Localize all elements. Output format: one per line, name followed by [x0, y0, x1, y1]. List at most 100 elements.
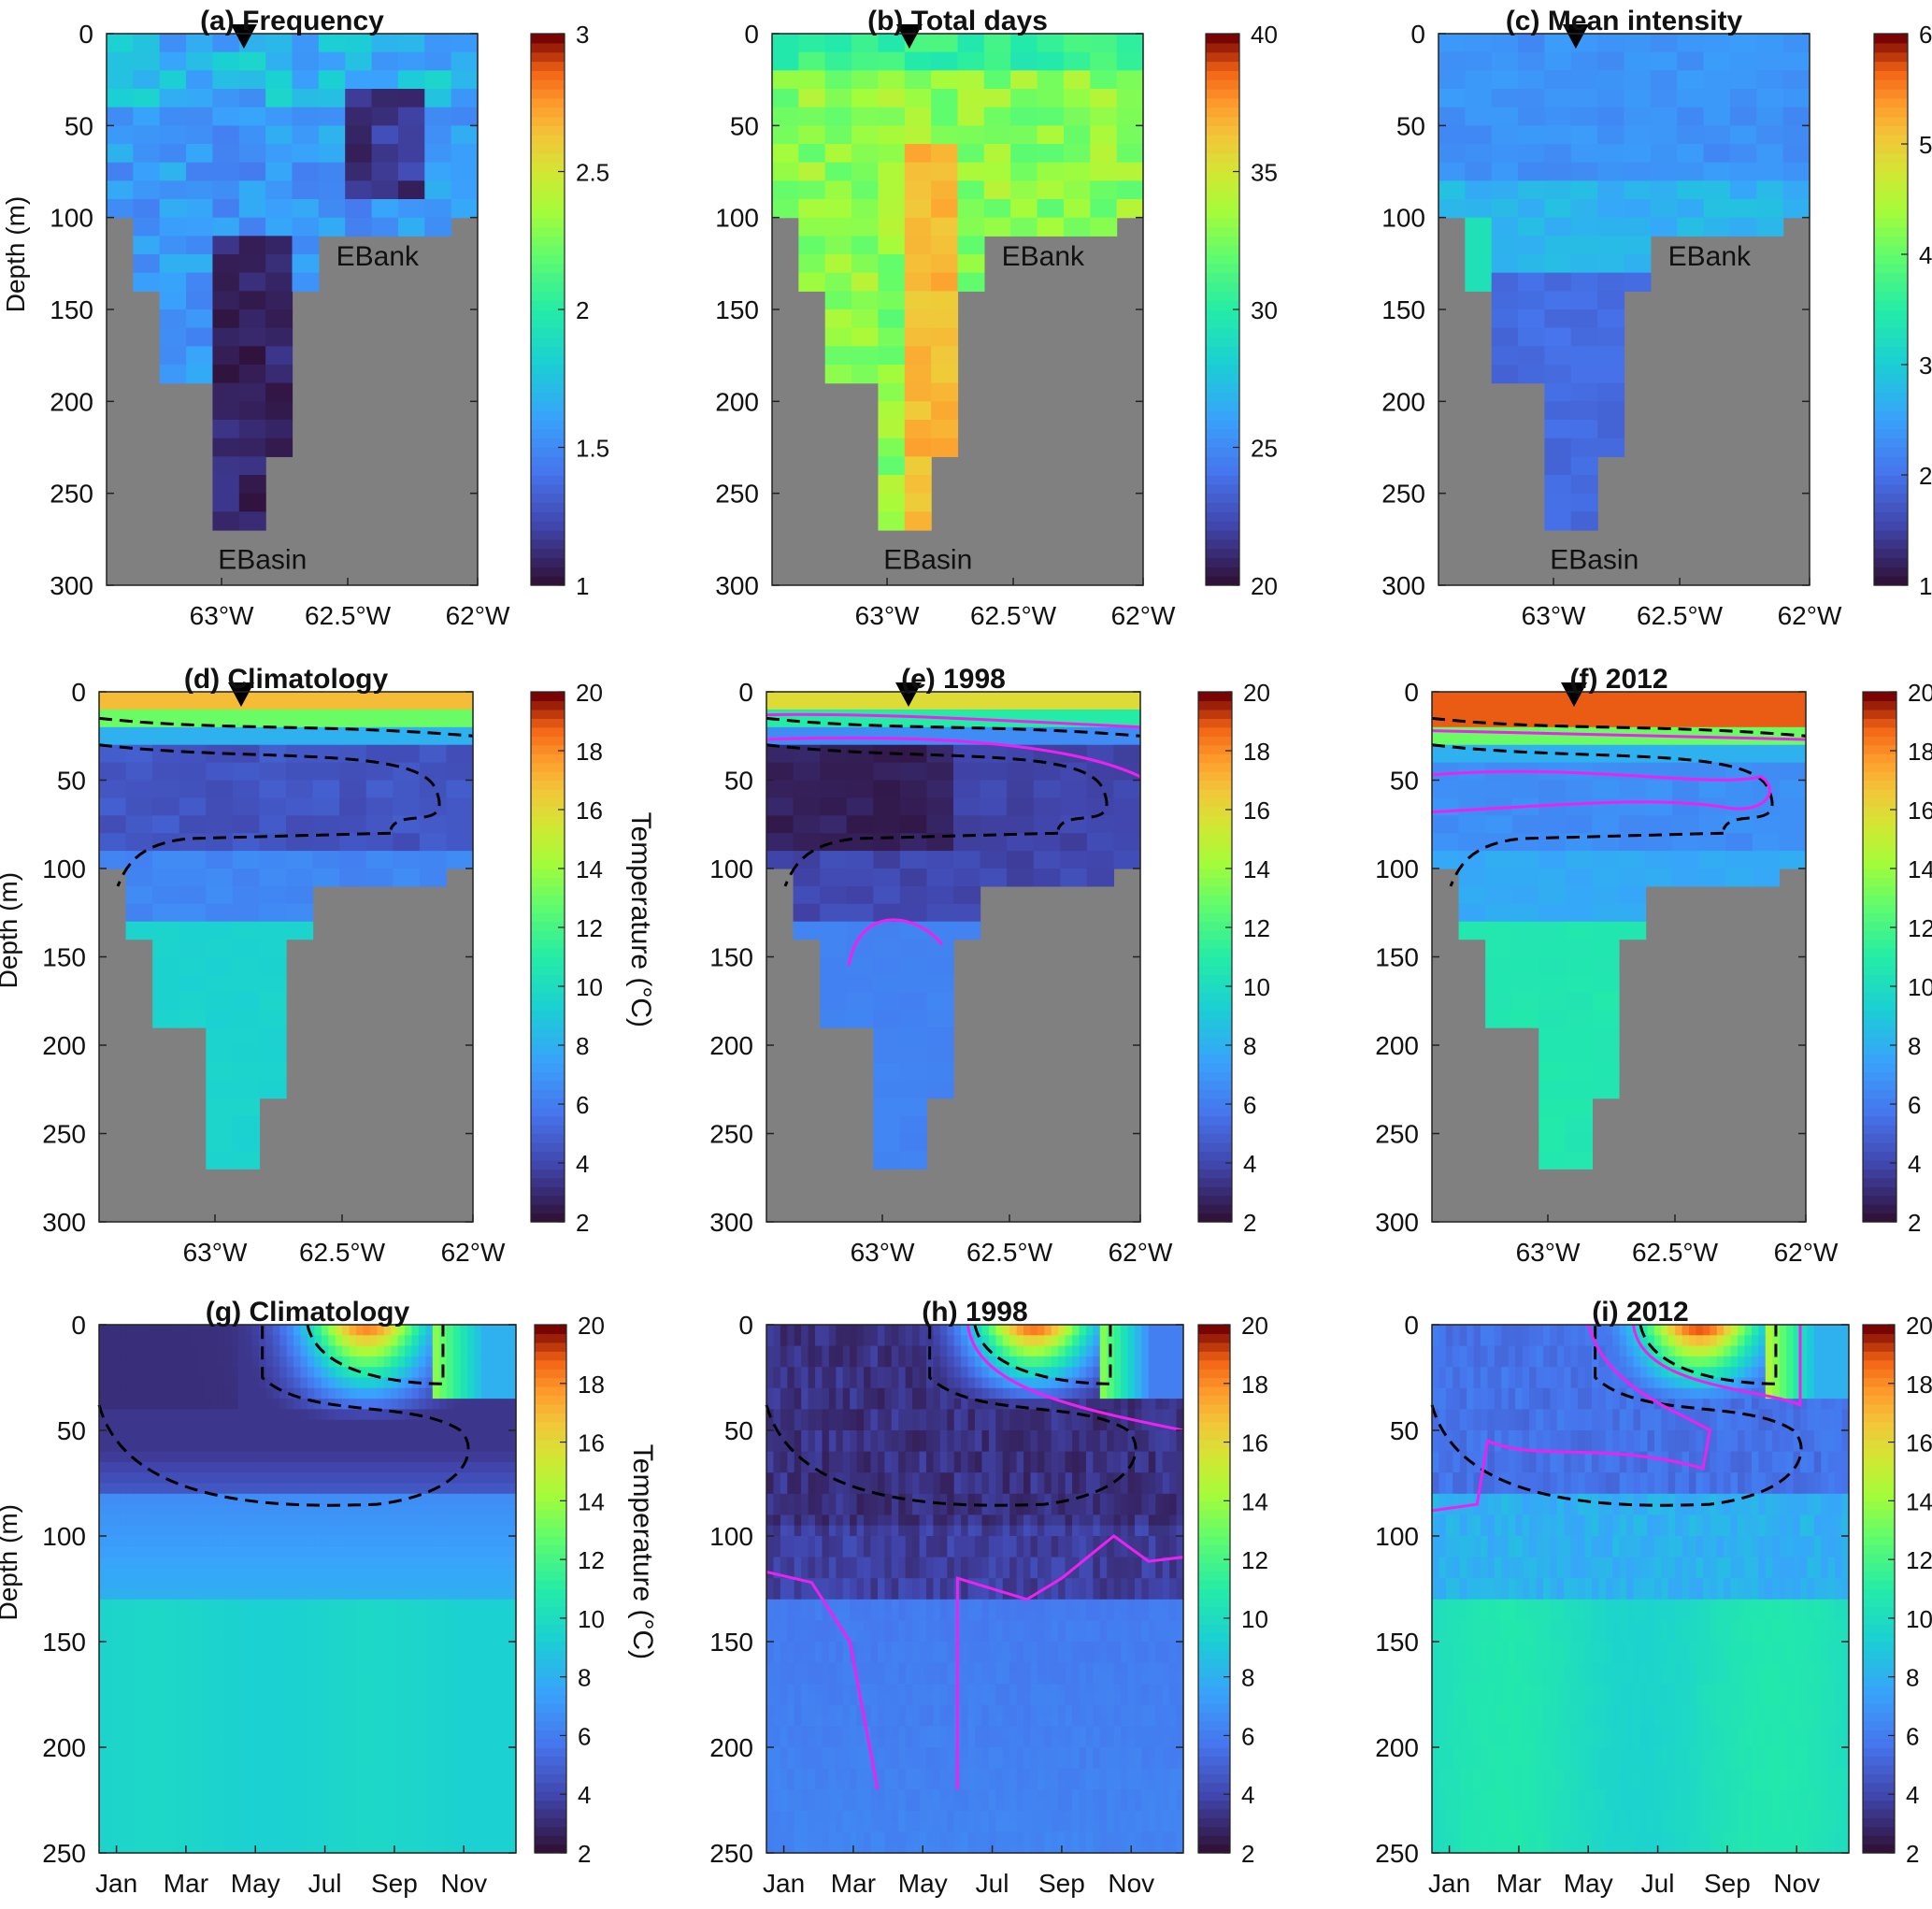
heatmap-cell — [425, 1684, 434, 1696]
heatmap-cell — [140, 1419, 149, 1431]
heatmap-cell — [397, 162, 425, 181]
heatmap-cell — [134, 1335, 142, 1347]
heatmap-cell — [824, 107, 852, 126]
colorbar-segment — [531, 456, 565, 466]
heatmap-cell — [474, 1768, 482, 1780]
heatmap-cell — [1086, 815, 1115, 834]
heatmap-cell — [209, 1610, 218, 1621]
heatmap-cell — [217, 1726, 225, 1738]
heatmap-cell — [168, 1335, 177, 1347]
heatmap-cell — [258, 1620, 266, 1632]
heatmap-cell — [286, 1800, 294, 1812]
colorbar-segment — [1206, 438, 1239, 449]
heatmap-cell — [99, 1778, 107, 1790]
heatmap-cell — [508, 1642, 517, 1653]
heatmap-cell — [168, 1409, 177, 1421]
heatmap-cell — [1086, 851, 1115, 869]
heatmap-cell — [106, 1387, 114, 1399]
heatmap-cell — [502, 1588, 510, 1600]
colorbar-segment — [1863, 718, 1896, 728]
heatmap-cell — [405, 1461, 413, 1473]
heatmap-cell — [356, 1672, 365, 1685]
heatmap-cell — [453, 1387, 462, 1399]
colorbar-segment — [1198, 1107, 1232, 1117]
colorbar-tick-label: 20 — [1251, 572, 1278, 600]
heatmap-cell — [272, 1472, 280, 1485]
heatmap-cell — [140, 1694, 149, 1706]
heatmap-cell — [300, 1588, 308, 1600]
heatmap-cell — [508, 1335, 517, 1347]
heatmap-cell — [1624, 217, 1652, 237]
heatmap-cell — [383, 1345, 392, 1357]
heatmap-cell — [308, 1620, 316, 1632]
y-tick-label: 100 — [42, 1522, 86, 1551]
heatmap-cell — [265, 217, 293, 237]
heatmap-cell — [154, 1747, 163, 1758]
heatmap-cell — [904, 475, 932, 495]
heatmap-cell — [369, 1356, 378, 1368]
heatmap-cell — [508, 1800, 517, 1812]
heatmap-cell — [293, 1842, 302, 1854]
heatmap-cell — [258, 1778, 266, 1790]
colorbar-segment — [1206, 291, 1239, 301]
heatmap-cell — [466, 1367, 475, 1379]
heatmap-cell — [182, 1399, 191, 1410]
heatmap-cell — [265, 162, 293, 181]
heatmap-cell — [1752, 744, 1781, 764]
colorbar-segment — [531, 502, 565, 512]
heatmap-cell — [342, 1768, 351, 1780]
heatmap-cell — [356, 1387, 365, 1399]
heatmap-cell — [418, 1800, 426, 1812]
heatmap-cell — [474, 1736, 482, 1748]
heatmap-cell — [1465, 217, 1493, 237]
heatmap-cell — [878, 51, 906, 71]
heatmap-cell — [237, 1599, 246, 1611]
colorbar-segment — [1874, 521, 1908, 531]
heatmap-cell — [134, 1356, 142, 1368]
heatmap-cell — [237, 1409, 246, 1421]
heatmap-cell — [272, 1768, 280, 1780]
heatmap-cell — [363, 1694, 371, 1706]
heatmap-cell — [245, 1672, 253, 1685]
heatmap-cell — [474, 1504, 482, 1515]
heatmap-cell — [328, 1726, 336, 1738]
heatmap-cell — [189, 1461, 197, 1473]
heatmap-cell — [217, 1610, 225, 1621]
heatmap-cell — [112, 1504, 121, 1515]
heatmap-cell — [460, 1356, 468, 1368]
ebank-label: EBank — [336, 241, 420, 272]
heatmap-cell — [957, 51, 985, 71]
heatmap-cell — [1650, 217, 1678, 237]
heatmap-cell — [99, 1694, 107, 1706]
heatmap-cell — [209, 1451, 218, 1463]
heatmap-cell — [134, 1620, 142, 1632]
heatmap-cell — [1086, 744, 1115, 764]
heatmap-cell — [393, 868, 421, 887]
heatmap-cell — [363, 1536, 371, 1547]
heatmap-cell — [206, 1045, 234, 1064]
heatmap-cell — [342, 1662, 351, 1674]
heatmap-cell — [312, 868, 340, 887]
heatmap-cell — [411, 1430, 420, 1442]
heatmap-cell — [308, 1588, 316, 1600]
heatmap-cell — [453, 1800, 462, 1812]
colorbar-segment — [1874, 107, 1908, 118]
y-tick-label: 300 — [42, 1208, 86, 1237]
y-tick-label: 50 — [1390, 767, 1419, 796]
heatmap-cell — [846, 762, 874, 782]
heatmap-cell — [480, 1736, 489, 1748]
heatmap-cell — [766, 851, 794, 869]
heatmap-cell — [439, 1726, 448, 1738]
heatmap-cell — [766, 762, 794, 782]
heatmap-cell — [112, 1736, 121, 1748]
heatmap-cell — [983, 125, 1011, 145]
heatmap-cell — [245, 1778, 253, 1790]
heatmap-cell — [335, 1461, 343, 1473]
heatmap-cell — [126, 1472, 135, 1485]
heatmap-cell — [1010, 107, 1038, 126]
heatmap-cell — [393, 692, 421, 710]
heatmap-cell — [363, 1610, 371, 1621]
heatmap-cell — [363, 1387, 371, 1399]
heatmap-cell — [446, 762, 474, 782]
heatmap-cell — [300, 1800, 308, 1812]
